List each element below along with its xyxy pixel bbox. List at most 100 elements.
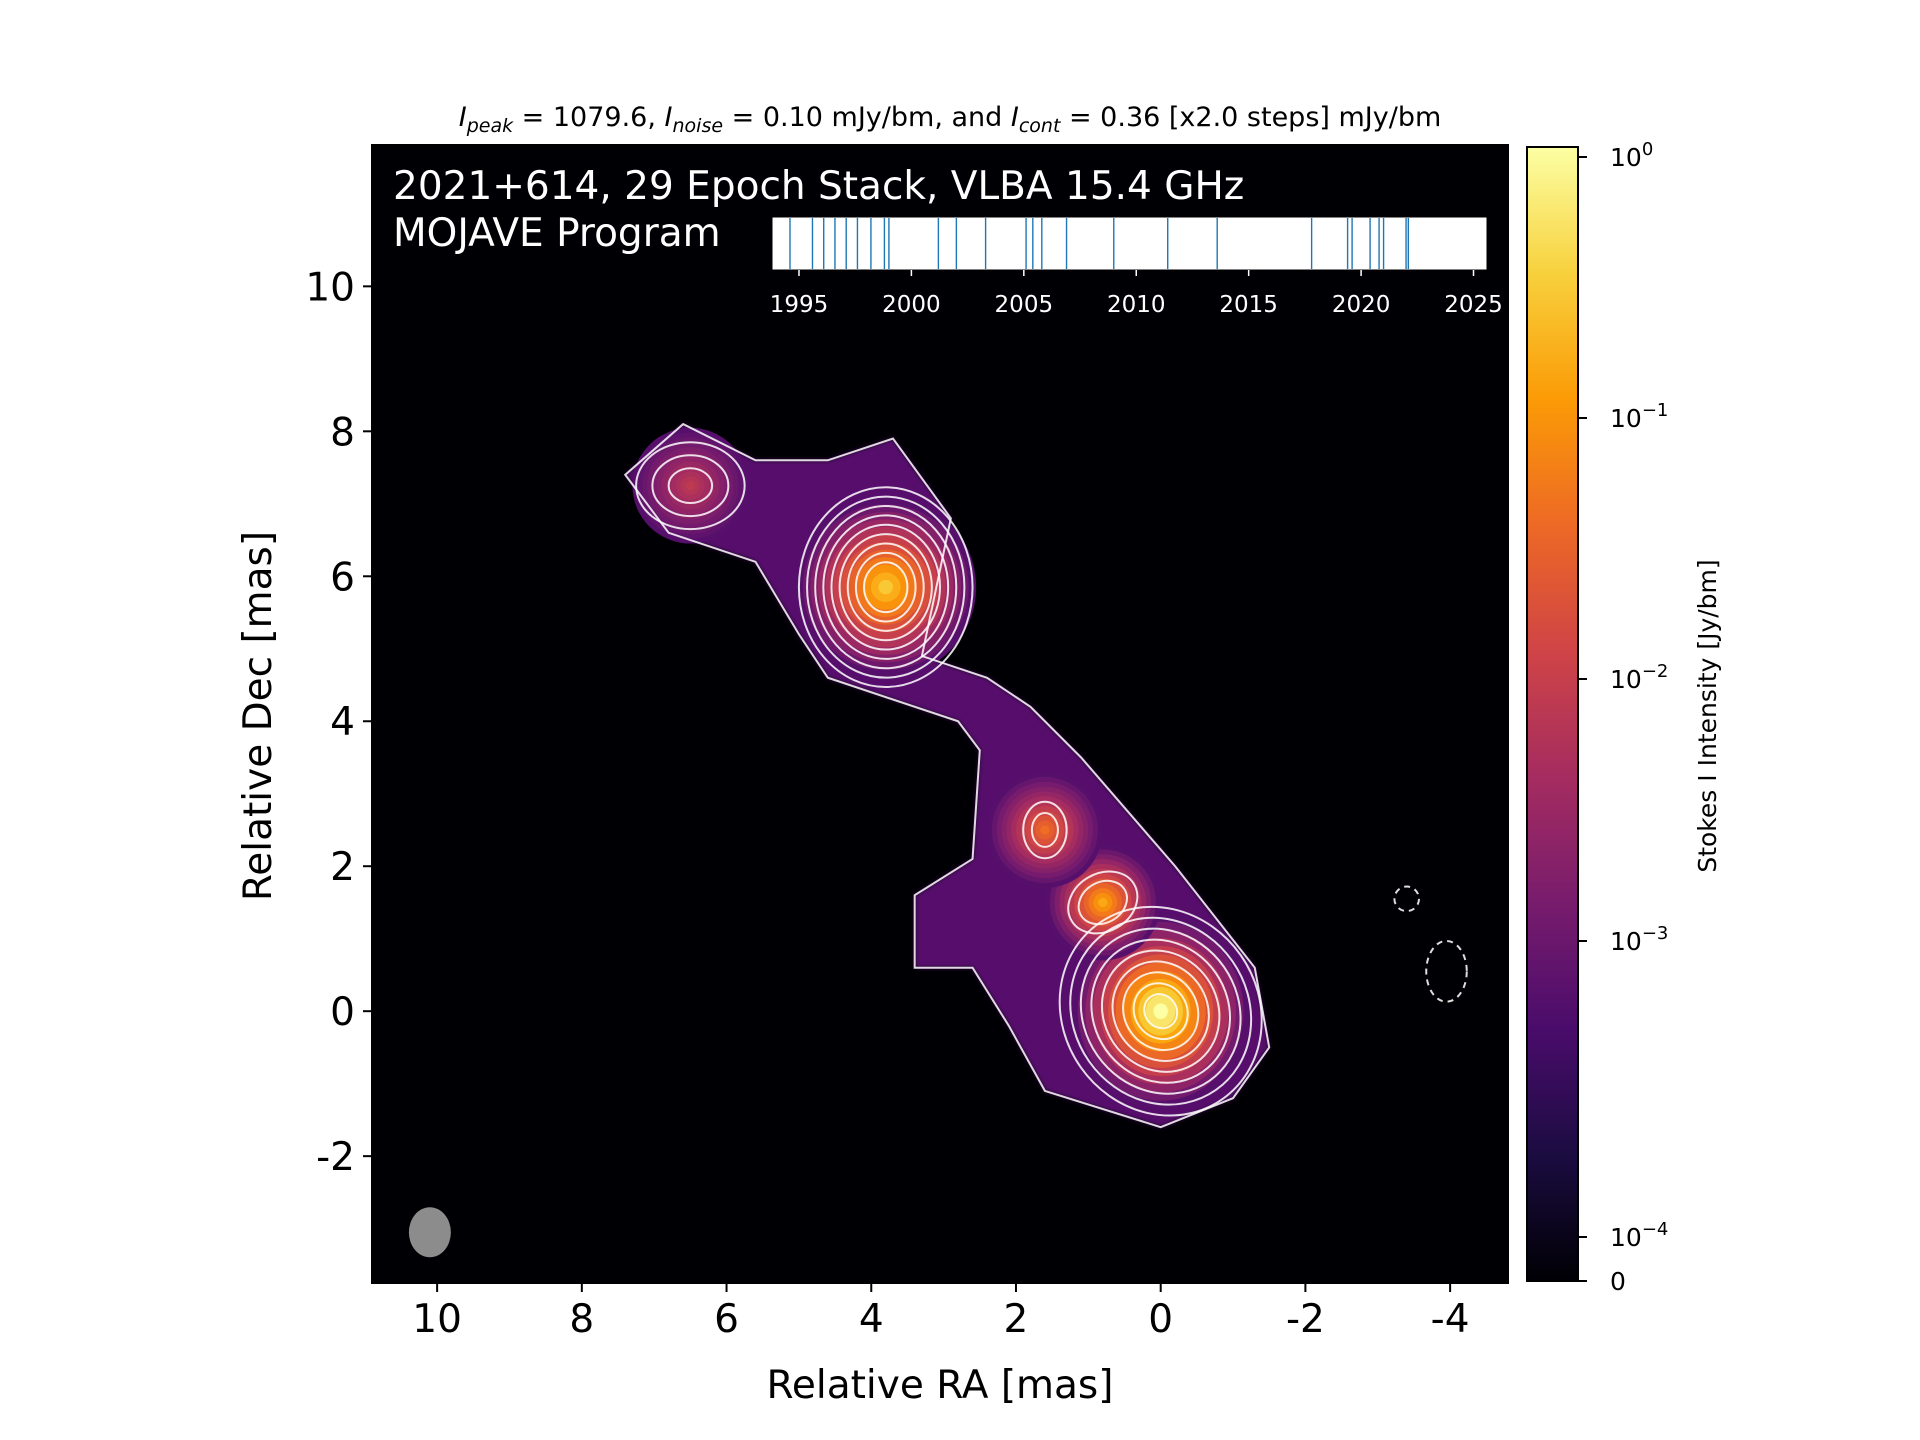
colorbar-frame	[1526, 146, 1579, 1282]
component-inner-jet	[1044, 844, 1161, 961]
contour	[1022, 800, 1068, 860]
y-tick-label: 6	[330, 555, 355, 600]
x-tick-label: 6	[714, 1297, 739, 1342]
colorbar-tick-label: 10−1	[1610, 400, 1668, 433]
colorbar-label: Stokes I Intensity [Jy/bm]	[1693, 559, 1722, 872]
colorbar-tick-label: 10−3	[1610, 923, 1668, 956]
title-part: = 1079.6,	[513, 102, 664, 133]
y-tick-label: 2	[330, 845, 355, 890]
contour	[1100, 949, 1221, 1073]
contour	[797, 486, 974, 689]
colorbar-gradient	[1527, 147, 1578, 1281]
title-part: = 0.10 mJy/bm, and	[723, 102, 1011, 133]
x-tick-label: -2	[1286, 1297, 1325, 1342]
contour-layer	[623, 422, 1468, 1129]
y-tick-label: 10	[305, 265, 355, 310]
contour	[1067, 870, 1139, 935]
negative-contour	[1393, 885, 1421, 913]
contour	[1122, 971, 1200, 1052]
colorbar-tick-base: 10	[1610, 143, 1642, 172]
contour	[1077, 879, 1128, 926]
contour	[635, 441, 746, 531]
map-label-line2: MOJAVE Program	[393, 211, 721, 256]
contour	[838, 533, 933, 642]
title-part: I	[459, 102, 467, 133]
title-part: I	[665, 102, 673, 133]
title-part: = 0.36 [x2.0 steps] mJy/bm	[1060, 102, 1441, 133]
epoch-tick-label: 2025	[1444, 292, 1503, 318]
y-tick-label: 4	[330, 700, 355, 745]
y-axis-label: Relative Dec [mas]	[236, 531, 281, 901]
epoch-tick-label: 2010	[1107, 292, 1166, 318]
colorbar-tick-label: 10−4	[1610, 1219, 1668, 1252]
plot-title: Ipeak = 1079.6, Inoise = 0.10 mJy/bm, an…	[459, 102, 1442, 137]
title-part: noise	[673, 115, 724, 137]
map-label-line1: 2021+614, 29 Epoch Stack, VLBA 15.4 GHz	[393, 164, 1244, 209]
contour	[830, 523, 941, 651]
colorbar-tick-exponent: −3	[1642, 923, 1669, 944]
emission-level	[685, 481, 696, 491]
colorbar-tick-base: 0	[1610, 1267, 1626, 1296]
contour	[1090, 938, 1231, 1084]
y-tick-label: 0	[330, 990, 355, 1035]
colorbar-tick-base: 10	[1610, 665, 1642, 694]
colorbar-tick-label: 10−2	[1610, 661, 1668, 694]
contour	[667, 467, 714, 505]
beam-ellipse	[408, 1207, 451, 1258]
colorbar-tick-base: 10	[1610, 927, 1642, 956]
contour	[806, 495, 966, 679]
epoch-tick-label: 2005	[995, 292, 1054, 318]
colorbar-tick-exponent: −1	[1642, 400, 1669, 421]
title-part: cont	[1019, 115, 1062, 137]
component-northwest-component	[632, 427, 749, 544]
map-frame	[371, 144, 1509, 1284]
contour	[863, 561, 909, 614]
contour	[814, 505, 958, 670]
epoch-strip-panel	[772, 217, 1487, 270]
emission-level	[878, 579, 893, 595]
colorbar-tick-exponent: −2	[1642, 661, 1669, 682]
title-part: peak	[466, 115, 514, 137]
component-jet-knot	[987, 772, 1103, 888]
x-tick-label: 2	[1004, 1297, 1029, 1342]
x-tick-label: 4	[859, 1297, 884, 1342]
x-tick-label: 8	[569, 1297, 594, 1342]
epoch-strip-frame	[771, 216, 1488, 271]
contour	[822, 514, 950, 660]
x-axis-ticks: 10 8 6 4 2 0 -2 -4	[412, 1283, 1470, 1342]
epoch-tick-label: 2000	[882, 292, 941, 318]
y-axis-ticks: 10 8 6 4 2 0 -2	[305, 265, 372, 1180]
contour	[1132, 982, 1189, 1041]
x-axis-label: Relative RA [mas]	[767, 1363, 1114, 1408]
contour	[1030, 812, 1059, 848]
colorbar-tick-exponent: −4	[1642, 1219, 1669, 1240]
contour	[1143, 993, 1179, 1030]
x-tick-label: -4	[1431, 1297, 1470, 1342]
colorbar-tick-label: 0	[1610, 1267, 1626, 1296]
negative-contour	[1425, 939, 1468, 1003]
y-tick-label: -2	[316, 1135, 355, 1180]
y-tick-label: 8	[330, 410, 355, 455]
intensity-map: 2021+614, 29 Epoch Stack, VLBA 15.4 GHz …	[371, 144, 1509, 1284]
epoch-axis-ticks: 1995 2000 2005 2010 2015 2020 2025	[770, 270, 1503, 318]
contour	[651, 454, 730, 518]
contour	[846, 542, 925, 632]
contour-outer	[623, 422, 1271, 1129]
epoch-tick-label: 1995	[770, 292, 829, 318]
epoch-strip: 1995 2000 2005 2010 2015 2020 2025	[770, 216, 1503, 318]
colorbar-tick-base: 10	[1610, 404, 1642, 433]
x-tick-label: 0	[1148, 1297, 1173, 1342]
colorbar-tick-base: 10	[1610, 1223, 1642, 1252]
contour	[1079, 927, 1242, 1095]
epoch-lines	[789, 218, 1410, 269]
colorbar-tick-label: 100	[1610, 139, 1653, 172]
title-part: I	[1011, 102, 1019, 133]
contour	[854, 551, 917, 623]
emission-level	[1098, 897, 1108, 908]
epoch-tick-label: 2020	[1332, 292, 1391, 318]
x-tick-label: 10	[412, 1297, 462, 1342]
contour	[1111, 960, 1210, 1062]
